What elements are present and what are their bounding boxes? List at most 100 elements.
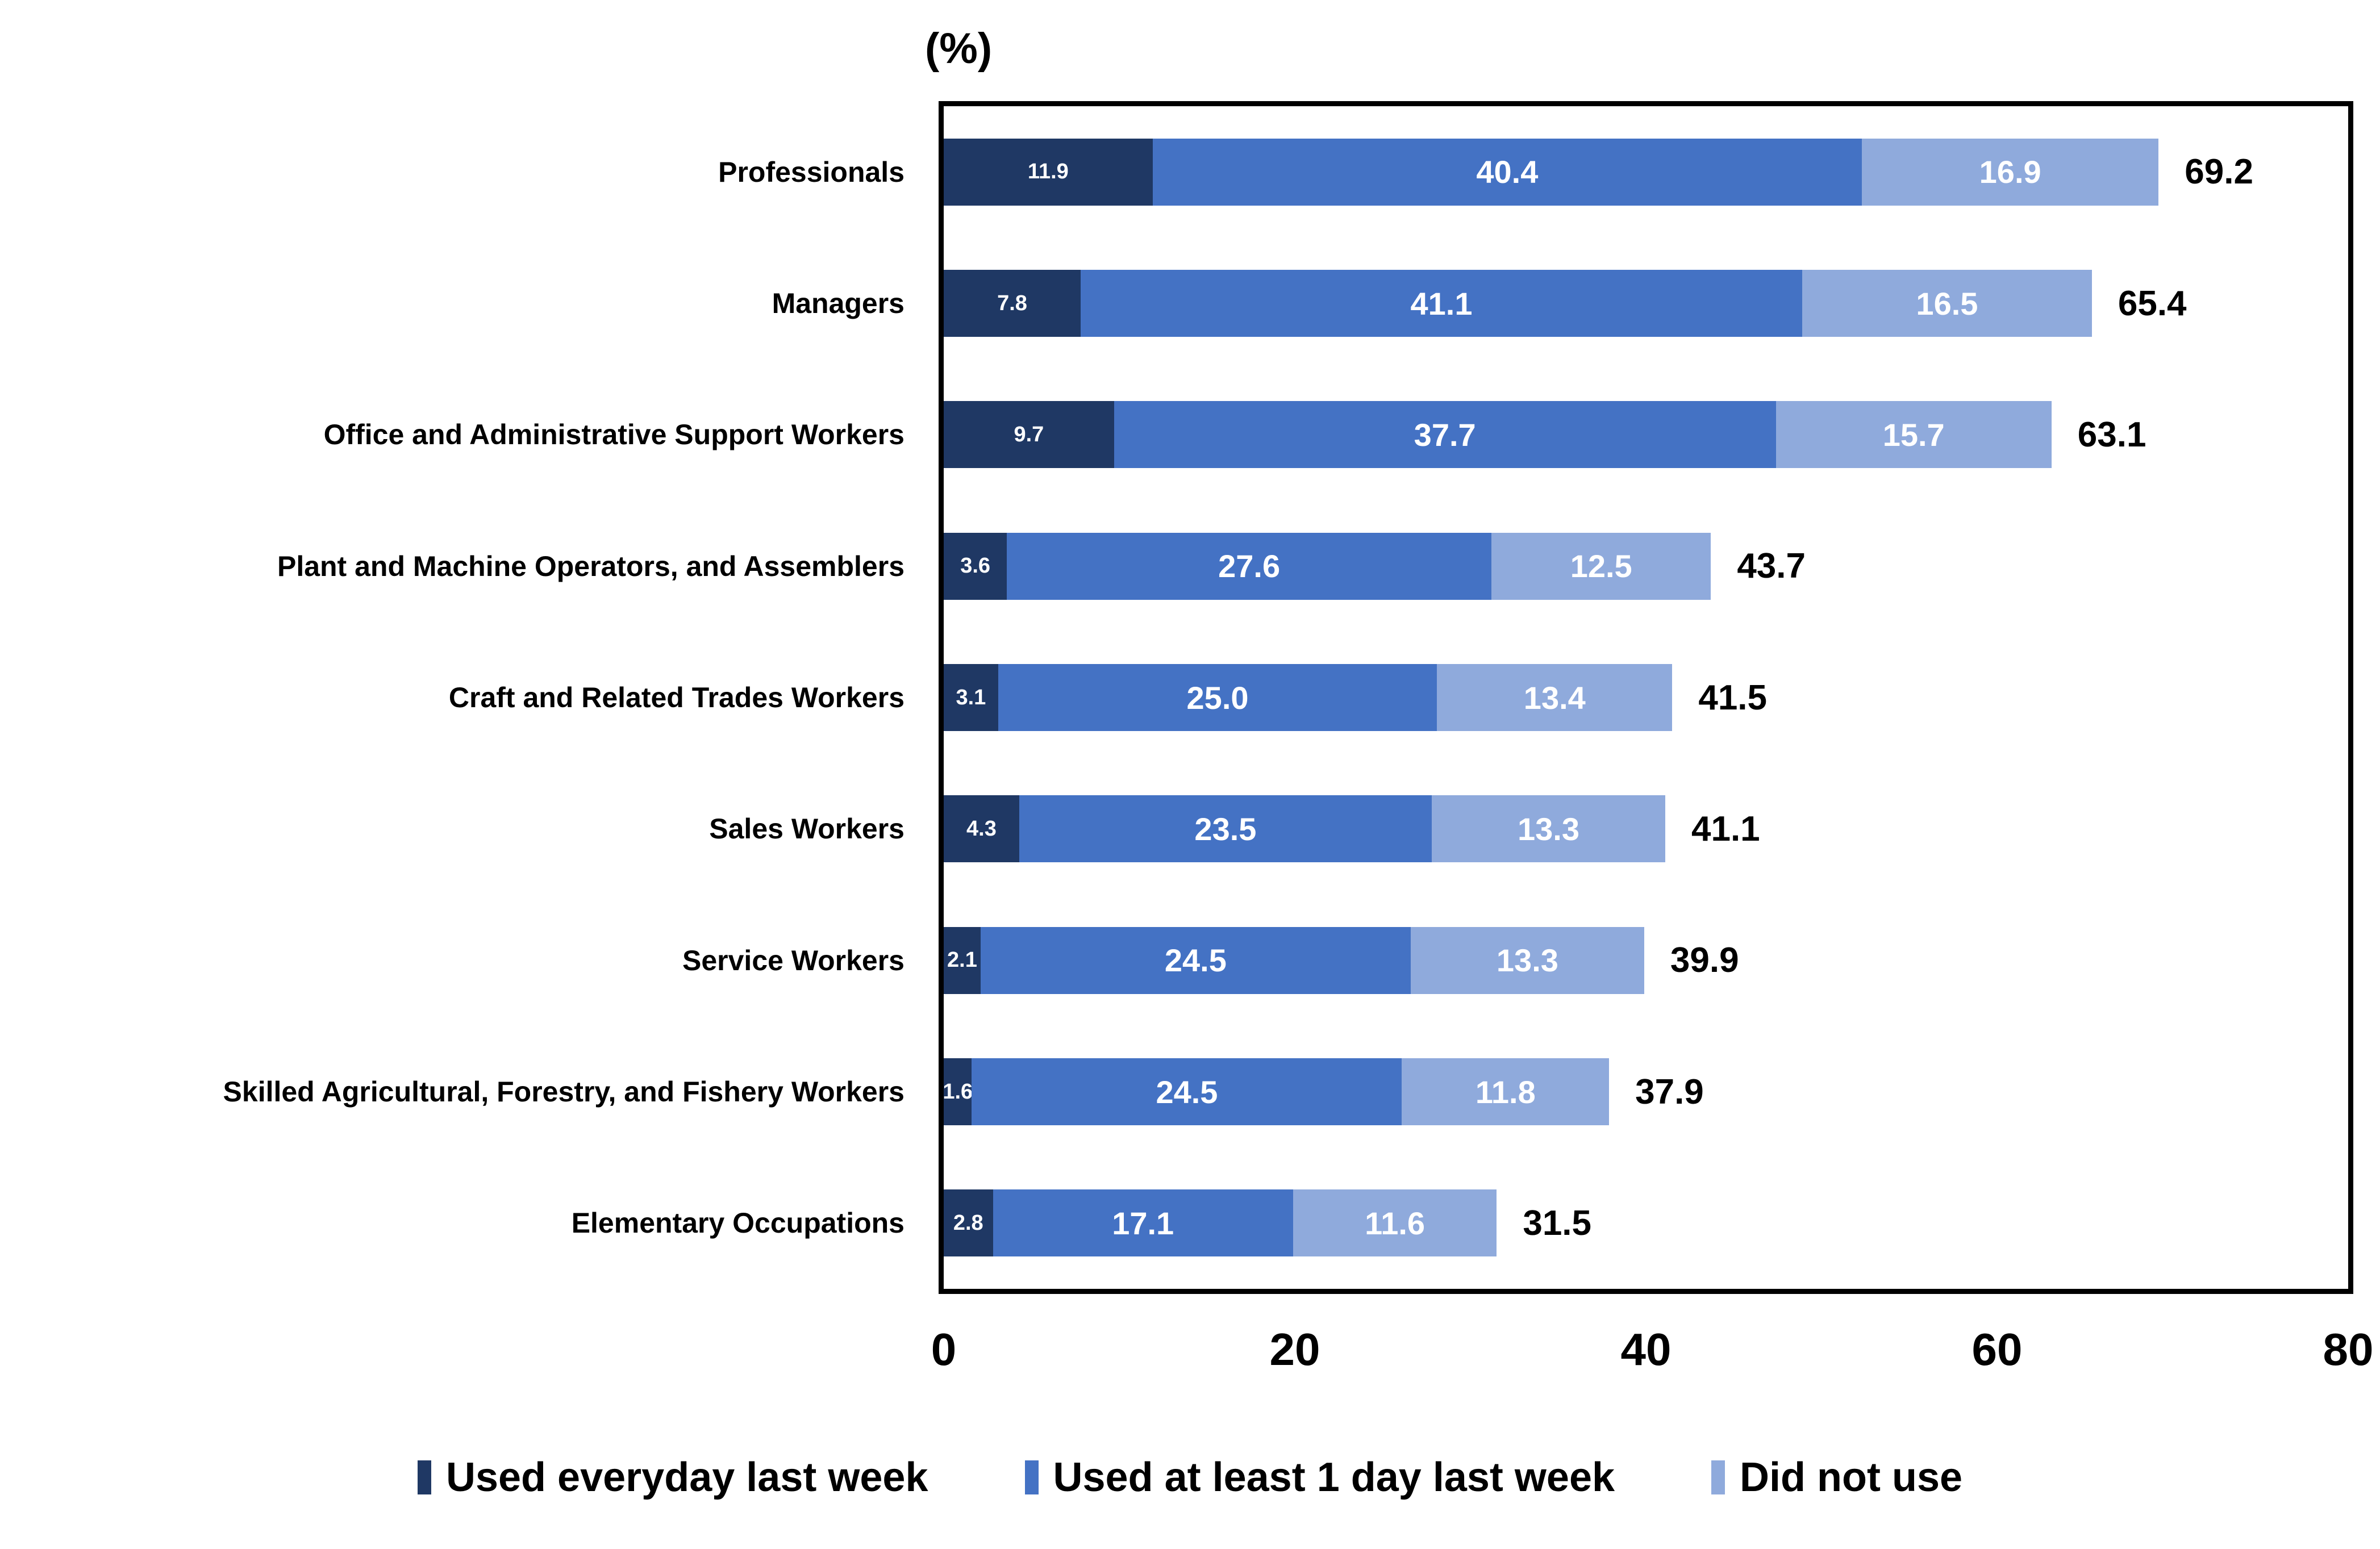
legend-label: Used everyday last week	[445, 1455, 928, 1500]
segment-value-label: 2.8	[953, 1210, 983, 1235]
bar-segment: 16.5	[1802, 270, 2092, 337]
segment-value-label: 13.3	[1496, 942, 1558, 979]
bar-row: 7.8 41.1 16.5	[944, 270, 2092, 337]
category-axis: Professionals Managers Office and Administ…	[0, 106, 905, 1289]
category-label: Skilled Agricultural, Forestry, and Fish…	[223, 1075, 905, 1108]
total-label: 31.5	[1523, 1203, 1592, 1243]
category-label: Elementary Occupations	[571, 1207, 905, 1239]
bar-row: 3.6 27.6 12.5	[944, 532, 1711, 600]
segment-value-label: 41.1	[1410, 285, 1473, 322]
category-label: Professionals	[718, 156, 905, 188]
legend-item: Used at least 1 day last week	[1024, 1454, 1615, 1501]
x-axis-tick-label: 60	[1971, 1324, 2023, 1375]
total-label: 69.2	[2185, 152, 2253, 192]
category-label: Office and Administrative Support Worker…	[323, 419, 905, 451]
category-label: Craft and Related Trades Workers	[448, 681, 905, 713]
bar-segment: 41.1	[1081, 270, 1802, 337]
total-label: 41.5	[1698, 678, 1768, 717]
bar-segment: 37.7	[1114, 401, 1776, 469]
bar-segment: 40.4	[1152, 138, 1862, 206]
x-axis-tick-label: 20	[1269, 1324, 1320, 1375]
bar-segment: 2.1	[944, 926, 981, 994]
bar-segment: 4.3	[944, 795, 1019, 863]
category-label: Sales Workers	[709, 813, 905, 845]
bar-segment: 13.3	[1432, 795, 1665, 863]
segment-value-label: 7.8	[997, 291, 1027, 315]
bar-segment: 3.6	[944, 532, 1007, 600]
segment-value-label: 1.6	[943, 1079, 973, 1104]
total-label: 43.7	[1737, 546, 1806, 586]
bar-row: 9.7 37.7 15.7	[944, 401, 2052, 469]
segment-value-label: 11.6	[1365, 1205, 1426, 1241]
segment-value-label: 13.4	[1523, 679, 1586, 716]
total-label: 65.4	[2118, 283, 2187, 323]
segment-value-label: 3.1	[956, 685, 986, 709]
total-label: 39.9	[1670, 941, 1739, 980]
segment-value-label: 2.1	[947, 948, 977, 972]
bar-segment: 11.9	[944, 138, 1153, 206]
segment-value-label: 37.7	[1414, 416, 1476, 453]
segment-value-label: 11.8	[1475, 1074, 1536, 1110]
segment-value-label: 17.1	[1112, 1205, 1174, 1241]
total-label: 41.1	[1691, 809, 1760, 849]
bar-segment: 17.1	[993, 1189, 1293, 1257]
x-axis-tick-label: 80	[2323, 1324, 2374, 1375]
bar-segment: 25.0	[998, 664, 1437, 731]
x-axis-tick-label: 40	[1620, 1324, 1672, 1375]
segment-value-label: 9.7	[1014, 422, 1044, 446]
segment-value-label: 3.6	[960, 554, 991, 578]
bar-segment: 3.1	[944, 664, 998, 731]
bar-segment: 9.7	[944, 401, 1114, 469]
bar-row: 1.6 24.5 11.8	[943, 1058, 1610, 1125]
legend-label: Used at least 1 day last week	[1053, 1455, 1615, 1500]
segment-value-label: 12.5	[1570, 548, 1632, 584]
bar-row: 4.3 23.5 13.3	[944, 795, 1665, 863]
bar-segment: 15.7	[1775, 401, 2052, 469]
legend-swatch	[417, 1460, 431, 1494]
category-label: Service Workers	[682, 944, 905, 976]
segment-value-label: 27.6	[1218, 548, 1281, 584]
bar-row: 3.1 25.0 13.4	[944, 664, 1673, 731]
total-label: 37.9	[1635, 1072, 1704, 1112]
legend-swatch	[1711, 1460, 1725, 1494]
segment-value-label: 13.3	[1517, 811, 1579, 847]
legend: Used everyday last week Used at least 1 d…	[0, 1454, 2380, 1501]
bar-row: 2.1 24.5 13.3	[944, 926, 1644, 994]
bar-segment: 11.8	[1402, 1058, 1610, 1125]
segment-value-label: 11.9	[1027, 160, 1069, 184]
bar-segment: 13.4	[1437, 664, 1673, 731]
segment-value-label: 25.0	[1186, 679, 1249, 716]
chart-title: (%)	[925, 24, 993, 73]
total-label: 63.1	[2077, 415, 2146, 454]
bar-row: 2.8 17.1 11.6	[944, 1189, 1497, 1257]
bar-row: 11.9 40.4 16.9	[944, 138, 2159, 206]
segment-value-label: 24.5	[1156, 1074, 1218, 1110]
segment-value-label: 4.3	[966, 816, 997, 841]
bar-segment: 12.5	[1491, 532, 1711, 600]
bar-segment: 7.8	[944, 270, 1081, 337]
category-label: Managers	[772, 287, 905, 319]
plot-area: 11.9 40.4 16.9 69.2 7.8 41.1 16.5 65.4 9.7 37.7 15…	[939, 101, 2353, 1294]
x-axis: 0 20 40 60 80	[931, 1323, 2374, 1392]
x-axis-tick-label: 0	[931, 1324, 957, 1375]
segment-value-label: 40.4	[1476, 154, 1539, 190]
segment-value-label: 15.7	[1882, 416, 1945, 453]
bar-segment: 16.9	[1862, 138, 2159, 206]
segment-value-label: 23.5	[1194, 811, 1257, 847]
legend-item: Used everyday last week	[417, 1454, 928, 1501]
legend-label: Did not use	[1740, 1455, 1963, 1500]
segment-value-label: 24.5	[1164, 942, 1227, 979]
bar-segment: 2.8	[944, 1189, 993, 1257]
bar-segment: 24.5	[972, 1058, 1402, 1125]
legend-swatch	[1024, 1460, 1039, 1494]
bar-segment: 11.6	[1293, 1189, 1497, 1257]
segment-value-label: 16.5	[1916, 285, 1978, 322]
bar-segment: 13.3	[1410, 926, 1644, 994]
segment-value-label: 16.9	[1979, 154, 2041, 190]
category-label: Plant and Machine Operators, and Assembl…	[277, 550, 905, 582]
bar-segment: 1.6	[943, 1058, 973, 1125]
bar-segment: 24.5	[980, 926, 1411, 994]
bar-segment: 27.6	[1007, 532, 1492, 600]
bar-segment: 23.5	[1019, 795, 1432, 863]
legend-item: Did not use	[1711, 1454, 1962, 1501]
